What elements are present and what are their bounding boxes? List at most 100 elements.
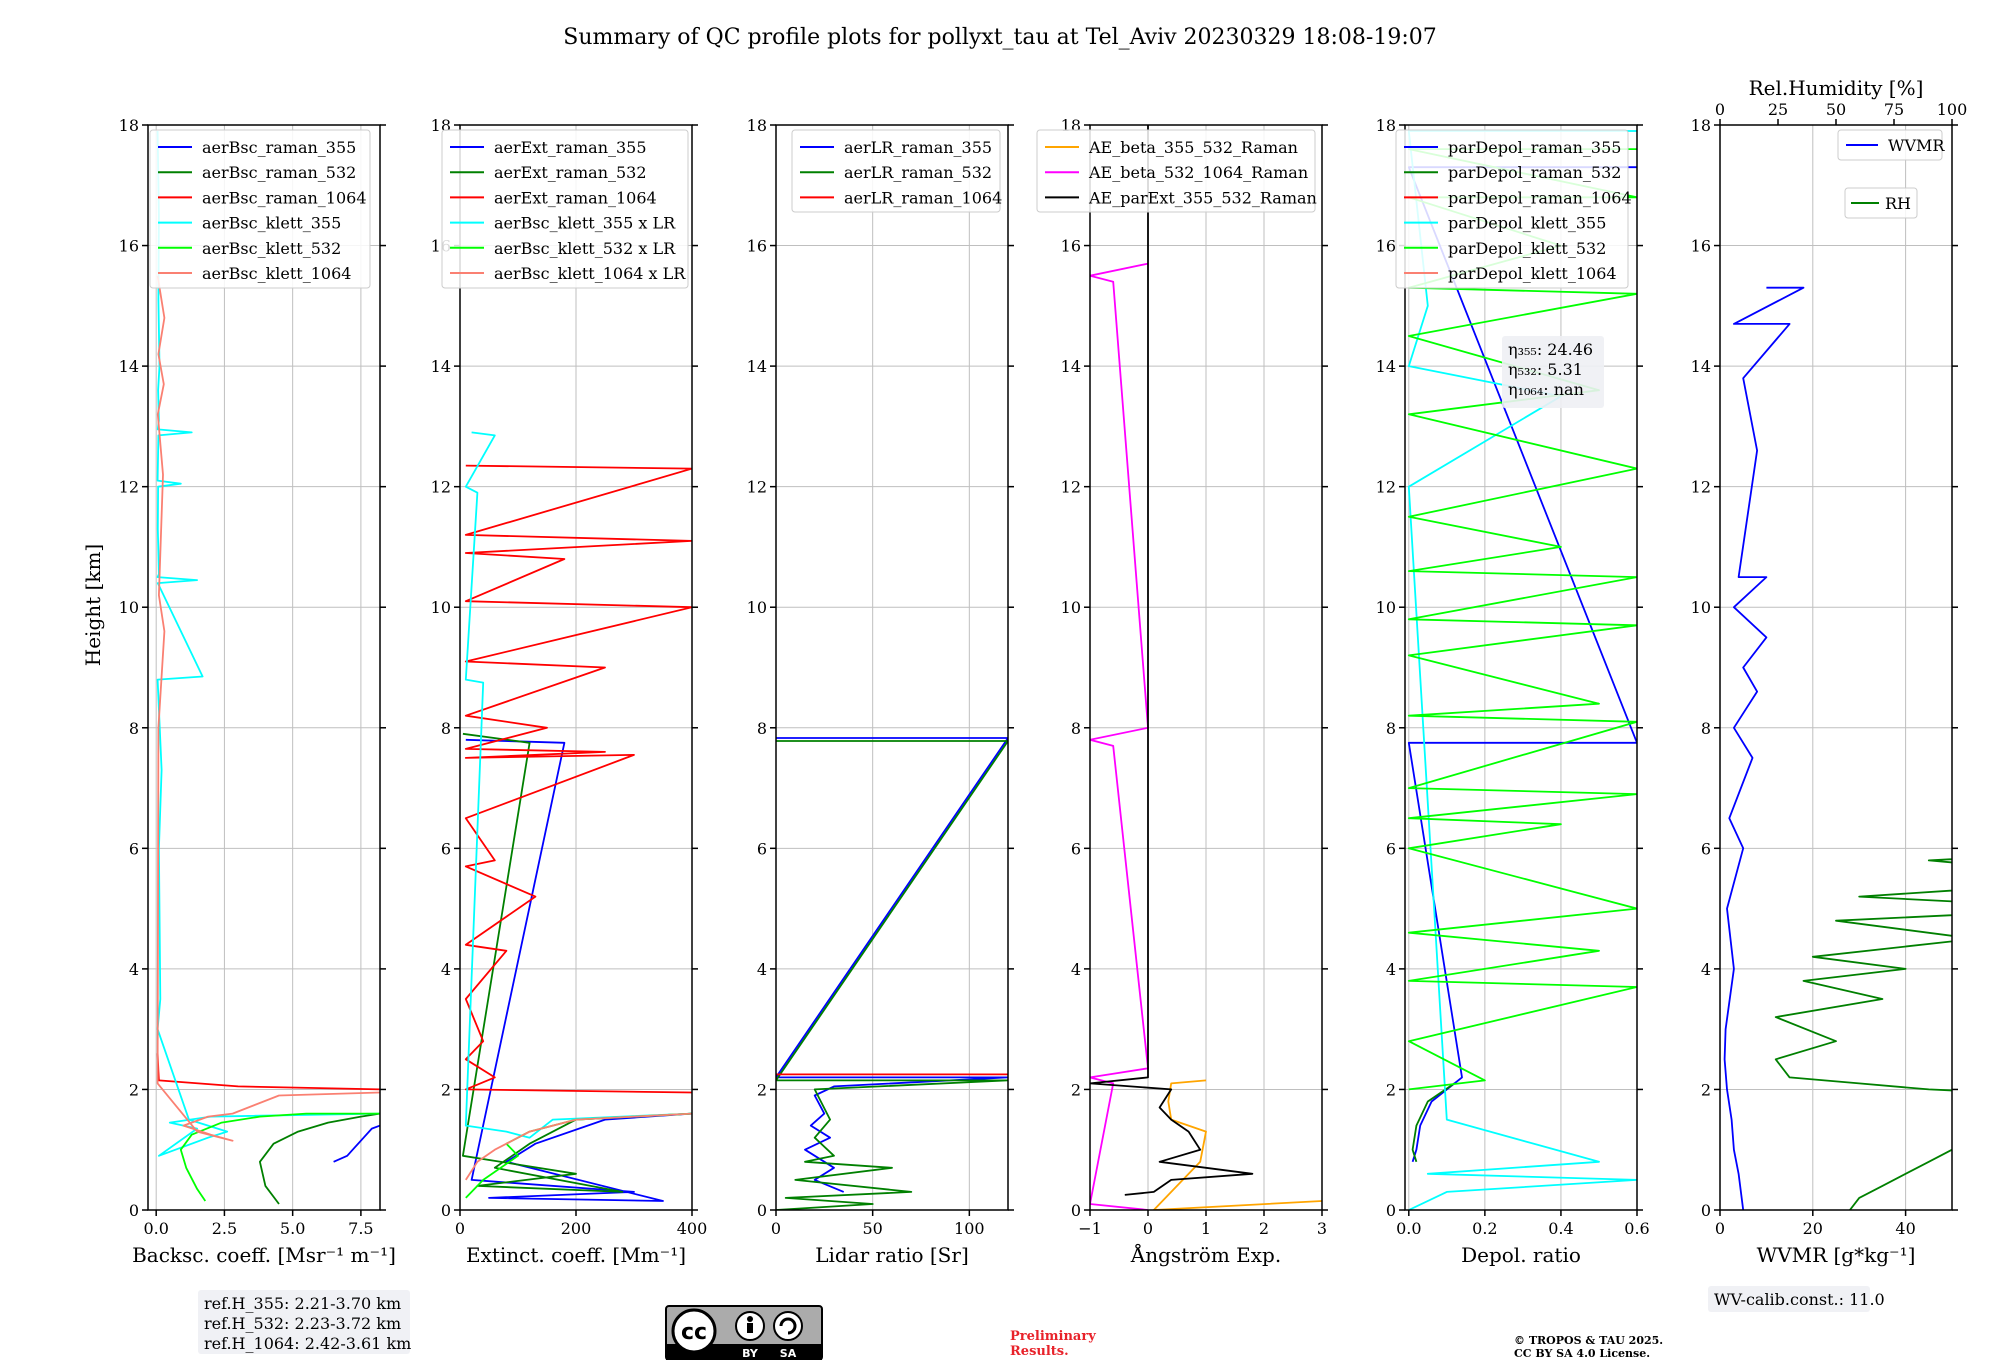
x-tick-label: 2.5 xyxy=(212,1219,237,1238)
y-tick-label: 8 xyxy=(129,719,139,738)
series-aerBsc_klett_532 x LR xyxy=(465,1112,692,1199)
legend: AE_beta_355_532_Raman AE_beta_532_1064_Ra… xyxy=(1036,129,1317,213)
series-aerBsc_klett_1064 x LR xyxy=(465,1112,692,1181)
y-tick-label: 6 xyxy=(1386,839,1396,858)
legend-label: aerExt_raman_1064 xyxy=(494,188,657,207)
y-tick-label: 8 xyxy=(441,719,451,738)
annotation-line: ref.H_355: 2.21-3.70 km xyxy=(204,1294,401,1313)
y-tick-label: 2 xyxy=(441,1080,451,1099)
legend-label: AE_beta_355_532_Raman xyxy=(1088,138,1298,157)
x-axis-label: Ångström Exp. xyxy=(1130,1242,1281,1267)
y-tick-label: 0 xyxy=(129,1201,139,1220)
legend-box xyxy=(1036,129,1316,213)
axes-frame xyxy=(147,124,381,1211)
y-tick-label: 10 xyxy=(431,598,451,617)
y-tick-label: 10 xyxy=(747,598,767,617)
series-aerBsc_raman_355 xyxy=(333,1124,380,1163)
x-axis-label: WVMR [g*kg⁻¹] xyxy=(1757,1243,1916,1267)
axes-frame xyxy=(775,124,1009,1211)
panel-depol: 0 2 4 6 8 10 12 14 16 18 0.0 0.2 0.4 0.6 Depol. ratio p… xyxy=(1376,116,1650,1267)
y-tick-label: 14 xyxy=(119,357,139,376)
annotation-line: η₃₅₅: 24.46 xyxy=(1508,340,1593,359)
y-tick-label: 8 xyxy=(1386,719,1396,738)
x-tick-label: 0 xyxy=(771,1219,781,1238)
cc-icon xyxy=(671,1308,717,1354)
series-group xyxy=(776,737,1008,1210)
y-tick-label: 18 xyxy=(747,116,767,135)
annotation-line: ref.H_1064: 2.42-3.61 km xyxy=(204,1334,411,1353)
svg-text:Preliminary: Preliminary xyxy=(1010,1329,1096,1344)
legend-label: aerBsc_klett_1064 xyxy=(202,264,351,283)
panel-bsc: 0 2 4 6 8 10 12 14 16 18 0.0 2.5 5.0 7.5 Backsc. coeff… xyxy=(119,116,411,1354)
y-tick-label: 16 xyxy=(747,237,767,256)
series-parDepol_klett_532 xyxy=(1407,148,1637,1091)
legend-box xyxy=(1844,187,1918,219)
y-tick-label: 2 xyxy=(129,1080,139,1099)
series-aerBsc_klett_1064 xyxy=(156,275,380,1142)
annotation-line: η₅₃₂: 5.31 xyxy=(1508,360,1583,379)
y-tick-label: 12 xyxy=(119,478,139,497)
series-aerBsc_raman_1064 xyxy=(156,1053,380,1091)
y-tick-label: 12 xyxy=(1061,478,1081,497)
x-tick-label: 0.0 xyxy=(1396,1219,1421,1238)
x-tick-label: 2 xyxy=(1259,1219,1269,1238)
grid xyxy=(1405,124,1638,1211)
y-tick-label: 0 xyxy=(441,1201,451,1220)
svg-text:cc: cc xyxy=(681,1320,707,1345)
svg-text:Results.: Results. xyxy=(1010,1344,1069,1359)
series-aerBsc_klett_355 x LR xyxy=(464,431,692,1139)
legend-label: aerBsc_klett_532 xyxy=(202,239,341,258)
svg-text:CC BY SA 4.0 License.: CC BY SA 4.0 License. xyxy=(1514,1347,1650,1360)
legend-label: parDepol_klett_1064 xyxy=(1448,264,1617,283)
series-group xyxy=(1407,130,1637,1210)
y-axis-label: Height [km] xyxy=(81,544,105,666)
series-group xyxy=(1723,286,1952,1210)
svg-text:SA: SA xyxy=(780,1347,797,1360)
y-tick-label: 4 xyxy=(1701,960,1711,979)
x-axis-label: Lidar ratio [Sr] xyxy=(815,1243,969,1267)
x-tick-label: 7.5 xyxy=(348,1219,373,1238)
y-tick-label: 14 xyxy=(747,357,767,376)
legend-label: RH xyxy=(1885,194,1911,213)
y-tick-label: 14 xyxy=(1376,357,1396,376)
copyright-note: © TROPOS & TAU 2025. CC BY SA 4.0 Licens… xyxy=(1514,1334,1663,1360)
x-tick-label: 0 xyxy=(455,1219,465,1238)
legend-label: aerLR_raman_355 xyxy=(844,138,992,157)
share-alike-icon xyxy=(773,1311,803,1341)
y-tick-label: 14 xyxy=(1691,357,1711,376)
x-tick-label: 400 xyxy=(677,1219,708,1238)
x-tick-label: 0.4 xyxy=(1548,1219,1573,1238)
legend-label: aerBsc_raman_532 xyxy=(202,163,356,182)
y-tick-label: 6 xyxy=(441,839,451,858)
y-tick-label: 4 xyxy=(757,960,767,979)
annotation-line: ref.H_532: 2.23-3.72 km xyxy=(204,1314,401,1333)
series-group xyxy=(461,431,692,1202)
panel-lr: 0 2 4 6 8 10 12 14 16 18 0 50 100 Lidar ratio [Sr] aer… xyxy=(747,116,1014,1267)
y-tick-label: 8 xyxy=(1071,719,1081,738)
legend-label: parDepol_raman_1064 xyxy=(1448,188,1632,207)
x-axis-label: Extinct. coeff. [Mm⁻¹] xyxy=(466,1243,686,1267)
top-x-tick-label: 75 xyxy=(1884,100,1904,119)
top-x-tick-label: 0 xyxy=(1715,100,1725,119)
y-tick-label: 2 xyxy=(1071,1080,1081,1099)
legend: parDepol_raman_355 parDepol_raman_532 parD… xyxy=(1395,129,1632,289)
annotation-box xyxy=(198,1290,410,1354)
y-tick-label: 18 xyxy=(119,116,139,135)
y-tick-label: 12 xyxy=(431,478,451,497)
y-tick-label: 0 xyxy=(757,1201,767,1220)
x-tick-label: 0 xyxy=(1143,1219,1153,1238)
legend-box xyxy=(1837,129,1943,161)
series-aerLR_raman_532 xyxy=(776,740,1008,1210)
x-tick-label: 40 xyxy=(1895,1219,1915,1238)
x-tick-label: 100 xyxy=(954,1219,985,1238)
x-tick-label: 0.6 xyxy=(1624,1219,1649,1238)
series-WVMR xyxy=(1723,286,1805,1210)
series-parDepol_raman_532 xyxy=(1411,1082,1455,1163)
series-AE_parExt_355_532_Raman xyxy=(1090,125,1254,1196)
y-tick-label: 0 xyxy=(1701,1201,1711,1220)
y-tick-label: 16 xyxy=(119,237,139,256)
y-tick-label: 4 xyxy=(129,960,139,979)
